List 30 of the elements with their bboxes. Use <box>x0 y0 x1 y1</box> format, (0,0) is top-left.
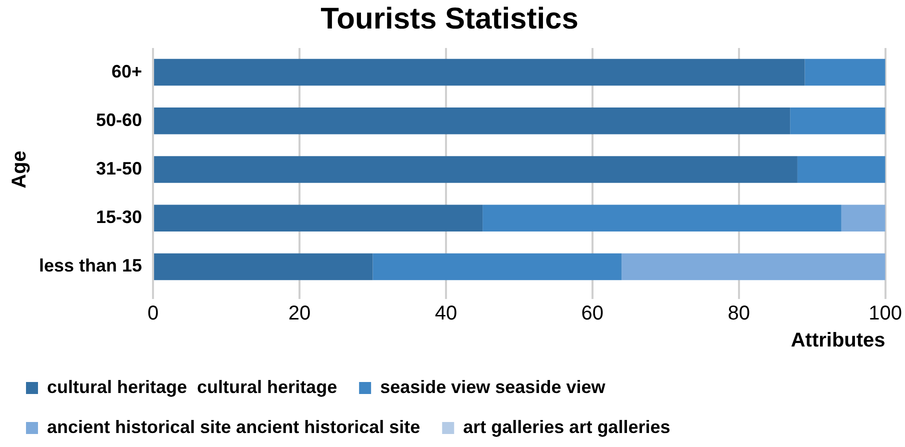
x-axis-title: Attributes <box>790 330 886 352</box>
bar <box>804 58 886 86</box>
x-tick-label: 60 <box>581 302 604 325</box>
x-tick-label: 20 <box>288 302 311 325</box>
bar <box>841 204 886 232</box>
x-tick-label: 80 <box>728 302 750 325</box>
bar <box>154 58 805 86</box>
x-tick-label: 100 <box>868 302 902 325</box>
x-tick-label: 40 <box>434 302 458 325</box>
y-axis-title: Age <box>8 150 31 188</box>
bar <box>622 253 886 280</box>
y-tick-label: 50-60 <box>96 110 142 130</box>
legend-label: art galleries art galleries <box>463 416 670 437</box>
y-tick-label: 31-50 <box>96 158 142 178</box>
bar <box>154 253 373 280</box>
bar <box>797 156 886 183</box>
bar <box>482 204 842 232</box>
legend-label: cultural heritage cultural heritage <box>47 376 338 397</box>
legend-label: seaside view seaside view <box>380 376 606 397</box>
y-tick-label: 60+ <box>112 61 142 82</box>
y-tick-label: less than 15 <box>38 256 142 276</box>
legend-label: ancient historical site ancient historical site <box>47 416 420 437</box>
y-tick-label: 15-30 <box>96 207 142 228</box>
bar <box>154 108 790 134</box>
bar <box>372 253 622 280</box>
bar <box>154 156 798 183</box>
bar <box>790 108 886 134</box>
bar <box>154 204 483 232</box>
chart-title: Tourists Statistics <box>320 2 578 36</box>
x-tick-label: 0 <box>147 302 159 325</box>
